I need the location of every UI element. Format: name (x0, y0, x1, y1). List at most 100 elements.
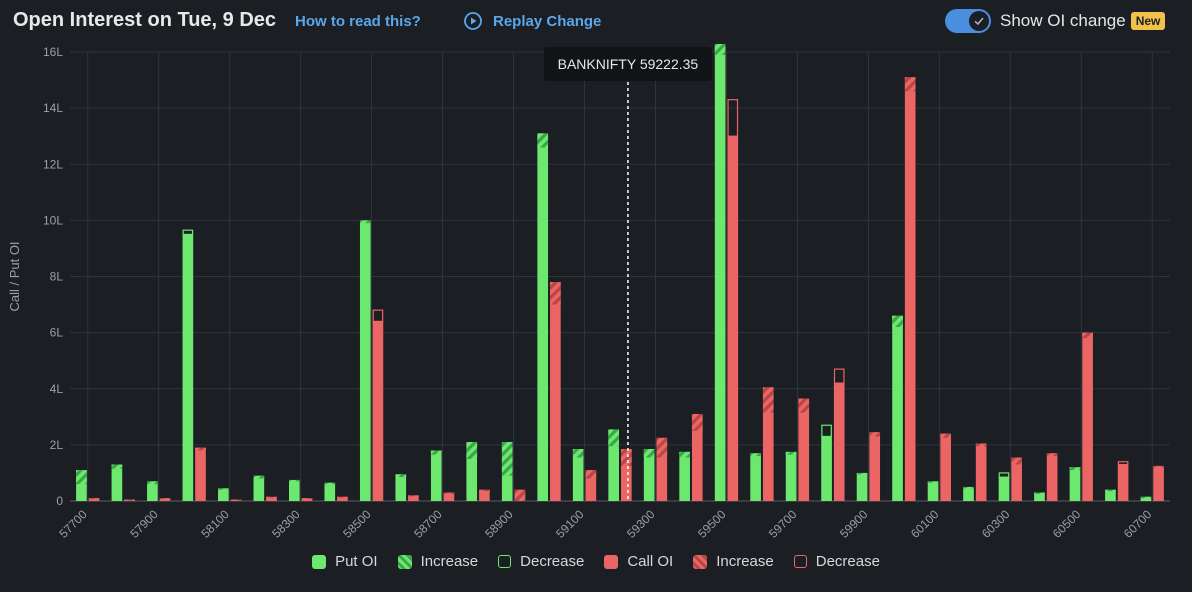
put-oi-increase (963, 486, 974, 489)
how-to-read-link[interactable]: How to read this? (295, 13, 421, 30)
play-circle-icon (463, 11, 483, 31)
put-oi-increase (679, 451, 690, 458)
call-oi-bar (585, 470, 597, 501)
x-tick-label: 58700 (411, 507, 445, 541)
put-oi-bar (750, 453, 761, 501)
put-oi-increase (1105, 489, 1116, 492)
x-tick-label: 58900 (482, 507, 516, 541)
put-oi-bar (289, 479, 300, 501)
put-oi-bar (147, 481, 158, 501)
legend-swatch-call-decrease (793, 555, 807, 568)
put-oi-bar (572, 449, 584, 501)
call-oi-bar (159, 498, 171, 501)
put-oi-increase (501, 442, 513, 476)
x-tick-label: 60300 (979, 507, 1013, 541)
x-tick-label: 59900 (837, 507, 871, 541)
call-oi-increase (443, 492, 455, 494)
call-oi-bar (940, 433, 951, 501)
put-oi-increase (111, 464, 123, 469)
legend-put-increase[interactable]: Increase (397, 553, 478, 570)
x-tick-label: 57900 (127, 507, 161, 541)
chart-header: Open Interest on Tue, 9 Dec How to read … (0, 0, 1192, 44)
legend-label-put-oi: Put OI (335, 553, 378, 570)
put-oi-increase (1069, 467, 1081, 471)
call-oi-bar (550, 282, 561, 501)
call-oi-increase (230, 499, 242, 501)
legend-swatch-call-oi (604, 554, 619, 569)
put-oi-increase (466, 442, 478, 459)
x-tick-label: 60500 (1050, 507, 1084, 541)
put-oi-bar (430, 450, 442, 501)
x-tick-label: 58500 (340, 507, 374, 541)
replay-change-button[interactable]: Replay Change (463, 11, 601, 31)
check-icon (969, 11, 989, 31)
call-oi-bar (443, 492, 455, 501)
put-oi-bar (253, 475, 265, 501)
call-oi-increase (550, 282, 561, 305)
call-oi-bar (621, 449, 632, 501)
put-oi-bar (182, 234, 194, 501)
call-oi-bar (869, 432, 881, 501)
x-tick-label: 60100 (908, 507, 942, 541)
x-tick-label: 58300 (269, 507, 303, 541)
put-oi-bar (821, 436, 832, 501)
x-tick-label: 59700 (766, 507, 800, 541)
put-oi-decrease (182, 229, 194, 236)
put-oi-bar (643, 449, 655, 501)
put-oi-bar (1069, 467, 1081, 501)
call-oi-increase (621, 449, 632, 466)
legend-call-increase[interactable]: Increase (693, 553, 774, 570)
legend-call-oi[interactable]: Call OI (604, 553, 673, 570)
put-oi-increase (785, 451, 797, 455)
call-oi-bar (1046, 453, 1058, 501)
call-oi-increase (1153, 465, 1164, 468)
put-oi-increase (1140, 496, 1152, 499)
put-oi-bar (395, 474, 407, 501)
call-oi-bar (762, 387, 774, 501)
put-oi-increase (253, 475, 265, 479)
put-oi-bar (324, 482, 336, 501)
put-oi-bar (466, 442, 478, 501)
legend-call-decrease[interactable]: Decrease (793, 553, 880, 570)
put-oi-increase (147, 481, 158, 485)
put-oi-bar (1140, 496, 1152, 501)
call-oi-bar (1117, 464, 1129, 501)
replay-change-label: Replay Change (493, 12, 602, 30)
put-oi-increase (572, 449, 584, 458)
put-oi-bar (963, 486, 974, 501)
put-oi-increase (892, 315, 903, 328)
y-axis-title: Call / Put OI (7, 241, 22, 311)
call-oi-increase (124, 499, 135, 501)
call-oi-increase (798, 398, 810, 413)
put-oi-bar (785, 451, 797, 501)
show-oi-change-toggle[interactable] (945, 9, 991, 33)
put-oi-bar (714, 44, 726, 502)
call-oi-bar (88, 498, 100, 501)
call-oi-increase (88, 498, 100, 500)
call-oi-decrease (372, 309, 384, 322)
spot-tooltip-box (543, 47, 712, 81)
x-tick-label: 59300 (624, 507, 658, 541)
y-tick-label: 14L (43, 101, 63, 115)
call-oi-bar (408, 495, 419, 501)
x-tick-label: 58100 (198, 507, 232, 541)
put-oi-bar (998, 477, 1010, 501)
call-oi-bar (656, 437, 668, 501)
legend-put-oi[interactable]: Put OI (312, 553, 378, 570)
legend-swatch-put-decrease (498, 555, 512, 568)
x-tick-label: 60700 (1121, 507, 1155, 541)
legend-put-decrease[interactable]: Decrease (498, 553, 584, 570)
put-oi-bar (679, 451, 690, 501)
y-tick-label: 0 (56, 494, 63, 508)
call-oi-increase (1046, 453, 1058, 457)
call-oi-increase (762, 387, 774, 413)
call-oi-bar (479, 489, 490, 501)
legend-label-call-oi: Call OI (627, 553, 674, 570)
put-oi-increase (76, 470, 87, 485)
put-oi-increase (608, 429, 619, 447)
call-oi-increase (585, 470, 597, 479)
legend-label-call-decrease: Decrease (815, 553, 880, 570)
x-tick-label: 59500 (695, 507, 729, 541)
legend-swatch-put-increase (397, 554, 412, 569)
new-badge: New (1130, 12, 1166, 30)
